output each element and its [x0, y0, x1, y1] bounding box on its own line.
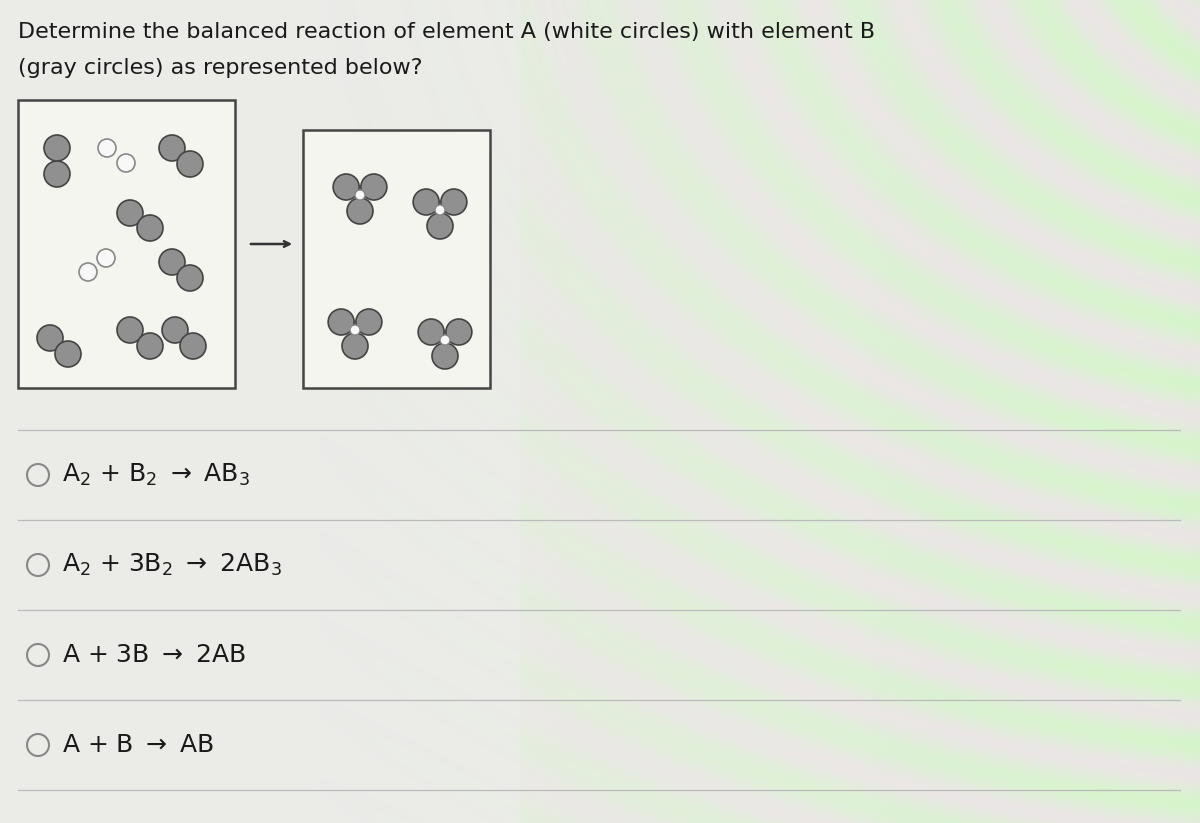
Circle shape — [158, 135, 185, 161]
Circle shape — [178, 151, 203, 177]
Circle shape — [137, 215, 163, 241]
Circle shape — [118, 200, 143, 226]
Text: A$_2$ + 3B$_2$ $\rightarrow$ 2AB$_3$: A$_2$ + 3B$_2$ $\rightarrow$ 2AB$_3$ — [62, 552, 282, 578]
Circle shape — [180, 333, 206, 359]
Circle shape — [118, 317, 143, 343]
Bar — [0, 0, 520, 823]
Circle shape — [55, 341, 82, 367]
Circle shape — [432, 343, 458, 369]
Circle shape — [347, 198, 373, 224]
Circle shape — [342, 333, 368, 359]
Bar — [18, 100, 235, 388]
Circle shape — [44, 161, 70, 187]
Circle shape — [158, 249, 185, 275]
Circle shape — [440, 189, 467, 215]
Circle shape — [328, 309, 354, 335]
Circle shape — [137, 333, 163, 359]
Circle shape — [361, 174, 386, 200]
Circle shape — [440, 335, 450, 345]
Circle shape — [37, 325, 64, 351]
Circle shape — [413, 189, 439, 215]
Circle shape — [427, 213, 454, 239]
Circle shape — [446, 319, 472, 345]
Circle shape — [350, 325, 360, 335]
Circle shape — [98, 139, 116, 157]
Bar — [302, 130, 490, 388]
Circle shape — [162, 317, 188, 343]
Text: A$_2$ + B$_2$ $\rightarrow$ AB$_3$: A$_2$ + B$_2$ $\rightarrow$ AB$_3$ — [62, 462, 250, 488]
Circle shape — [97, 249, 115, 267]
Circle shape — [356, 309, 382, 335]
Circle shape — [436, 205, 445, 215]
Circle shape — [355, 190, 365, 200]
Circle shape — [118, 154, 134, 172]
Circle shape — [334, 174, 359, 200]
Text: A + B $\rightarrow$ AB: A + B $\rightarrow$ AB — [62, 733, 215, 757]
Circle shape — [418, 319, 444, 345]
Circle shape — [178, 265, 203, 291]
Circle shape — [79, 263, 97, 281]
Text: (gray circles) as represented below?: (gray circles) as represented below? — [18, 58, 422, 78]
Text: A + 3B $\rightarrow$ 2AB: A + 3B $\rightarrow$ 2AB — [62, 643, 246, 667]
Circle shape — [44, 135, 70, 161]
Text: Determine the balanced reaction of element A (white circles) with element B: Determine the balanced reaction of eleme… — [18, 22, 875, 42]
